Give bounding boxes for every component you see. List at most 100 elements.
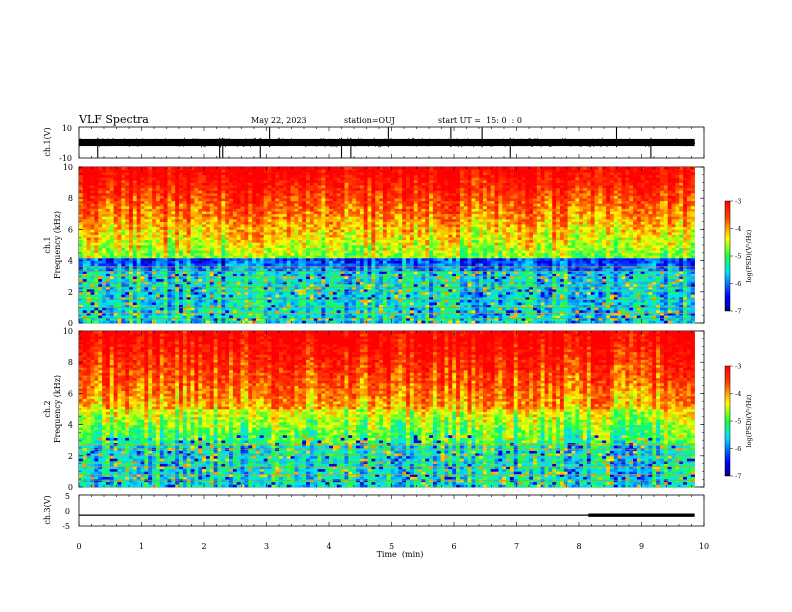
spectrogram-cell xyxy=(117,299,122,303)
spectrogram-cell xyxy=(313,260,318,264)
spectrogram-cell xyxy=(344,216,349,220)
spectrogram-cell xyxy=(109,226,114,230)
spectrogram-cell xyxy=(171,193,176,196)
spectrogram-cell xyxy=(129,219,134,222)
spectrogram-cell xyxy=(105,255,111,259)
spectrogram-cell xyxy=(144,213,149,217)
spectrogram-cell xyxy=(102,297,107,300)
spectrogram-cell xyxy=(232,317,238,321)
spectrogram-cell xyxy=(229,268,234,272)
spectrogram-cell xyxy=(375,180,380,183)
spectrogram-cell xyxy=(286,299,291,303)
spectrogram-cell xyxy=(379,226,384,230)
spectrogram-cell xyxy=(163,208,168,212)
spectrogram-cell xyxy=(125,315,130,319)
spectrogram-cell xyxy=(279,317,284,321)
spectrogram-cell xyxy=(121,263,126,267)
spectrogram-cell xyxy=(352,286,357,290)
spectrogram-cell xyxy=(267,268,272,272)
spectrogram-cell xyxy=(340,213,345,217)
spectrogram-cell xyxy=(163,297,168,300)
spectrogram-cell xyxy=(90,304,95,308)
spectrogram-cell xyxy=(321,169,326,173)
spectrogram-cell xyxy=(98,229,103,233)
spectrogram-cell xyxy=(217,182,222,186)
spectrogram-cell xyxy=(375,239,380,243)
spectrogram-cell xyxy=(225,291,230,295)
spectrogram-cell xyxy=(259,294,264,298)
spectrogram-cell xyxy=(190,239,195,243)
spectrogram-cell xyxy=(121,258,126,261)
spectrogram-cell xyxy=(171,216,176,220)
spectrogram-cell xyxy=(321,219,326,222)
spectrogram-cell xyxy=(375,315,380,319)
spectrogram-cell xyxy=(332,281,338,285)
spectrogram-cell xyxy=(194,226,199,230)
spectrogram-cell xyxy=(382,221,388,225)
spectrogram-cell xyxy=(209,242,214,246)
spectrogram-cell xyxy=(113,206,118,209)
spectrogram-cell xyxy=(136,245,141,248)
spectrogram-cell xyxy=(329,203,334,207)
spectrogram-cell xyxy=(102,317,107,321)
spectrogram-cell xyxy=(255,278,261,282)
spectrogram-cell xyxy=(209,273,214,277)
spectrogram-cell xyxy=(252,268,257,272)
spectrogram-cell xyxy=(159,182,164,186)
spectrogram-cell xyxy=(144,185,149,189)
spectrogram-cell xyxy=(294,195,299,199)
spectrogram-column xyxy=(352,167,357,324)
spectrogram-cell xyxy=(375,307,380,311)
spectrogram-cell xyxy=(159,219,164,222)
spectrogram-cell xyxy=(332,315,338,319)
spectrogram-cell xyxy=(267,203,272,207)
spectrogram-cell xyxy=(382,206,388,209)
spectrogram-cell xyxy=(352,232,357,235)
spectrogram-cell xyxy=(129,167,134,170)
spectrogram-cell xyxy=(209,263,214,267)
spectrogram-cell xyxy=(105,247,111,251)
spectrogram-cell xyxy=(225,247,230,251)
spectrogram-cell xyxy=(309,177,315,181)
spectrogram-cell xyxy=(82,174,87,178)
spectrogram-cell xyxy=(163,195,168,199)
spectrogram-cell xyxy=(167,289,172,293)
spectrogram-cell xyxy=(205,250,211,254)
spectrogram-cell xyxy=(232,276,238,280)
spectrogram-cell xyxy=(82,239,87,243)
spectrogram-cell xyxy=(82,315,87,319)
spectrogram-cell xyxy=(382,320,388,324)
spectrogram-cell xyxy=(232,260,238,264)
spectrogram-cell xyxy=(105,317,111,321)
spectrogram-cell xyxy=(79,180,84,183)
spectrogram-cell xyxy=(132,247,138,251)
spectrogram-cell xyxy=(236,237,241,241)
spectrogram-cell xyxy=(263,271,268,274)
spectrogram-cell xyxy=(248,315,253,319)
spectrogram-cell xyxy=(344,273,349,277)
spectrogram-cell xyxy=(155,315,161,319)
spectrogram-cell xyxy=(136,185,141,189)
spectrogram-cell xyxy=(232,302,238,306)
spectrogram-cell xyxy=(225,265,230,269)
spectrogram-cell xyxy=(375,247,380,251)
spectrogram-cell xyxy=(294,260,299,264)
spectrogram-cell xyxy=(198,229,203,233)
spectrogram-cell xyxy=(113,278,118,282)
spectrogram-cell xyxy=(371,271,376,274)
spectrogram-cell xyxy=(217,315,222,319)
spectrogram-cell xyxy=(379,216,384,220)
spectrogram-cell xyxy=(298,177,303,181)
spectrogram-cell xyxy=(282,299,288,303)
spectrogram-cell xyxy=(294,271,299,274)
spectrogram-cell xyxy=(255,203,261,207)
spectrogram-cell xyxy=(217,281,222,285)
spectrogram-cell xyxy=(182,211,188,215)
spectrogram-cell xyxy=(98,232,103,235)
spectrogram-cell xyxy=(313,239,318,243)
spectrogram-cell xyxy=(171,224,176,228)
spectrogram-cell xyxy=(321,187,326,191)
spectrogram-cell xyxy=(382,198,388,202)
spectrogram-cell xyxy=(375,286,380,290)
spectrogram-column xyxy=(240,167,245,324)
